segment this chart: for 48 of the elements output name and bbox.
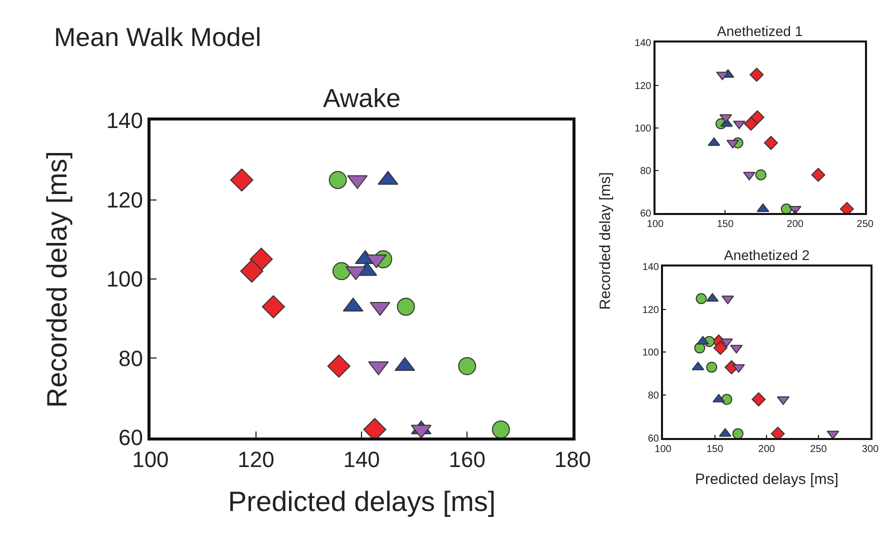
x-axis-title: Predicted delays [ms]	[695, 471, 838, 488]
point	[755, 169, 766, 180]
y-tick-label: 80	[640, 166, 652, 178]
y-tick-label: 140	[106, 108, 144, 134]
y-tick-label: 100	[106, 266, 144, 292]
chart-title: Anethetized 1	[717, 23, 803, 39]
x-tick-label: 250	[856, 219, 874, 230]
x-tick-label: 140	[343, 446, 380, 472]
x-tick-label: 180	[554, 446, 592, 472]
y-tick-label: 120	[642, 304, 660, 316]
point	[780, 203, 792, 214]
point	[811, 168, 826, 182]
x-tick-label: 250	[810, 444, 828, 455]
y-tick-label: 60	[118, 425, 144, 450]
y-tick-label: 120	[634, 80, 652, 92]
x-tick-label: 200	[758, 444, 776, 455]
x-axis-title: Predicted delays [ms]	[228, 486, 496, 517]
y-tick-label: 80	[648, 390, 660, 402]
point	[840, 202, 854, 214]
y-axis-title: Recorded delay [ms]	[597, 172, 614, 310]
y-axis-title: Recorded delay [ms]	[42, 150, 73, 408]
chart-title: Anethetized 2	[724, 247, 810, 263]
y-tick-label: 140	[642, 262, 660, 273]
point	[750, 110, 764, 124]
x-tick-label: 100	[654, 444, 672, 455]
y-tick-label: 100	[642, 348, 660, 359]
x-tick-label: 300	[862, 444, 880, 455]
x-tick-label: 160	[448, 446, 486, 472]
x-tick-label: 150	[716, 219, 734, 230]
y-tick-label: 120	[106, 187, 144, 212]
x-tick-label: 150	[706, 444, 724, 455]
point	[713, 340, 728, 355]
point	[696, 293, 707, 304]
point	[752, 392, 766, 406]
y-tick-label: 60	[648, 433, 660, 444]
x-tick-label: 200	[786, 219, 804, 230]
chart-title: Mean Walk Model	[54, 22, 262, 52]
point	[706, 362, 718, 373]
y-tick-label: 140	[634, 38, 652, 50]
x-tick-label: 120	[238, 446, 274, 472]
chart-subtitle: Awake	[323, 83, 401, 113]
y-tick-label: 60	[640, 208, 652, 220]
point	[750, 68, 764, 82]
point	[732, 428, 744, 438]
point	[764, 136, 778, 150]
y-tick-label: 100	[634, 123, 652, 134]
y-tick-label: 80	[118, 346, 144, 371]
point	[744, 116, 758, 131]
